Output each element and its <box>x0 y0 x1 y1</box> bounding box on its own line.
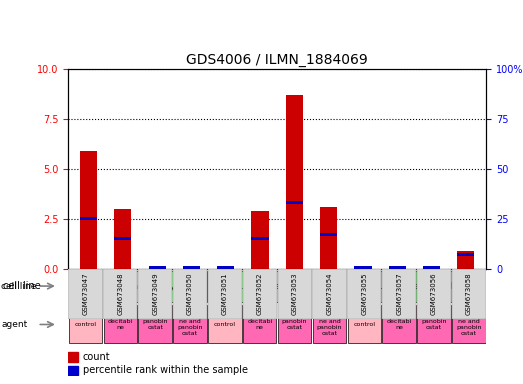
Bar <box>355 266 371 269</box>
Text: decitabi
ne and
panobin
ostat: decitabi ne and panobin ostat <box>317 313 342 336</box>
Text: decitabi
ne: decitabi ne <box>386 319 412 330</box>
FancyBboxPatch shape <box>452 306 486 343</box>
Text: GSM673057: GSM673057 <box>396 272 402 315</box>
Text: panobin
ostat: panobin ostat <box>422 319 447 330</box>
Text: decitabi
ne and
panobin
ostat: decitabi ne and panobin ostat <box>456 313 482 336</box>
FancyBboxPatch shape <box>69 269 103 319</box>
Text: GSM673049: GSM673049 <box>152 272 158 315</box>
FancyBboxPatch shape <box>104 306 137 343</box>
FancyBboxPatch shape <box>347 269 381 319</box>
Text: cell line: cell line <box>3 281 40 291</box>
FancyBboxPatch shape <box>243 306 277 343</box>
FancyBboxPatch shape <box>382 306 416 343</box>
FancyBboxPatch shape <box>278 306 311 343</box>
Text: GSM673047: GSM673047 <box>83 272 88 315</box>
FancyBboxPatch shape <box>348 270 486 302</box>
Text: decitabi
ne: decitabi ne <box>247 319 272 330</box>
Bar <box>183 266 200 269</box>
Bar <box>68 366 78 375</box>
Text: GSM673055: GSM673055 <box>361 273 367 315</box>
FancyBboxPatch shape <box>313 306 346 343</box>
Bar <box>320 233 337 236</box>
Title: GDS4006 / ILMN_1884069: GDS4006 / ILMN_1884069 <box>186 53 368 67</box>
Text: panobin
ostat: panobin ostat <box>142 319 168 330</box>
Text: control: control <box>354 322 376 327</box>
Text: control: control <box>74 322 96 327</box>
Text: panobin
ostat: panobin ostat <box>282 319 308 330</box>
Bar <box>68 352 78 362</box>
Bar <box>252 211 269 269</box>
Text: GSM673054: GSM673054 <box>326 273 333 315</box>
FancyBboxPatch shape <box>208 269 242 319</box>
Text: cell line: cell line <box>2 281 37 291</box>
FancyBboxPatch shape <box>138 269 172 319</box>
FancyBboxPatch shape <box>173 269 207 319</box>
FancyBboxPatch shape <box>452 269 486 319</box>
Text: decitabi
ne and
panobin
ostat: decitabi ne and panobin ostat <box>177 313 203 336</box>
Bar <box>286 95 303 269</box>
FancyBboxPatch shape <box>208 306 242 343</box>
FancyBboxPatch shape <box>312 269 347 319</box>
Bar <box>286 201 303 204</box>
Text: GSM673048: GSM673048 <box>117 272 123 315</box>
Bar <box>457 251 474 269</box>
Text: DLBCL line Su-DHL6: DLBCL line Su-DHL6 <box>371 281 462 291</box>
Text: percentile rank within the sample: percentile rank within the sample <box>83 366 247 376</box>
FancyBboxPatch shape <box>103 269 138 319</box>
FancyBboxPatch shape <box>243 269 277 319</box>
Text: control: control <box>214 322 236 327</box>
Text: GSM673058: GSM673058 <box>466 272 472 315</box>
Bar <box>423 266 440 269</box>
Bar <box>115 237 131 240</box>
Text: agent: agent <box>2 320 28 329</box>
Bar <box>320 207 337 269</box>
Text: decitabi
ne: decitabi ne <box>108 319 133 330</box>
FancyBboxPatch shape <box>69 306 102 343</box>
Text: count: count <box>83 352 110 362</box>
FancyBboxPatch shape <box>417 269 451 319</box>
Bar <box>149 266 166 269</box>
Text: DLBCL line OCI-Ly10: DLBCL line OCI-Ly10 <box>231 281 323 291</box>
FancyBboxPatch shape <box>348 306 381 343</box>
Text: GSM673050: GSM673050 <box>187 272 193 315</box>
FancyBboxPatch shape <box>139 306 172 343</box>
FancyBboxPatch shape <box>173 306 207 343</box>
Text: GSM673056: GSM673056 <box>431 272 437 315</box>
Bar <box>252 237 269 240</box>
FancyBboxPatch shape <box>69 270 207 302</box>
FancyBboxPatch shape <box>417 306 451 343</box>
Text: GSM673053: GSM673053 <box>292 272 298 315</box>
Text: GSM673052: GSM673052 <box>257 273 263 315</box>
FancyBboxPatch shape <box>208 270 346 302</box>
FancyBboxPatch shape <box>278 269 312 319</box>
Bar <box>217 266 234 269</box>
FancyBboxPatch shape <box>382 269 416 319</box>
Text: GSM673051: GSM673051 <box>222 272 228 315</box>
Bar <box>115 209 131 269</box>
Text: DLBCL line OCI-Ly1: DLBCL line OCI-Ly1 <box>95 281 180 291</box>
Bar <box>389 266 406 269</box>
Bar <box>457 253 474 257</box>
Bar <box>80 151 97 269</box>
Bar <box>80 217 97 220</box>
